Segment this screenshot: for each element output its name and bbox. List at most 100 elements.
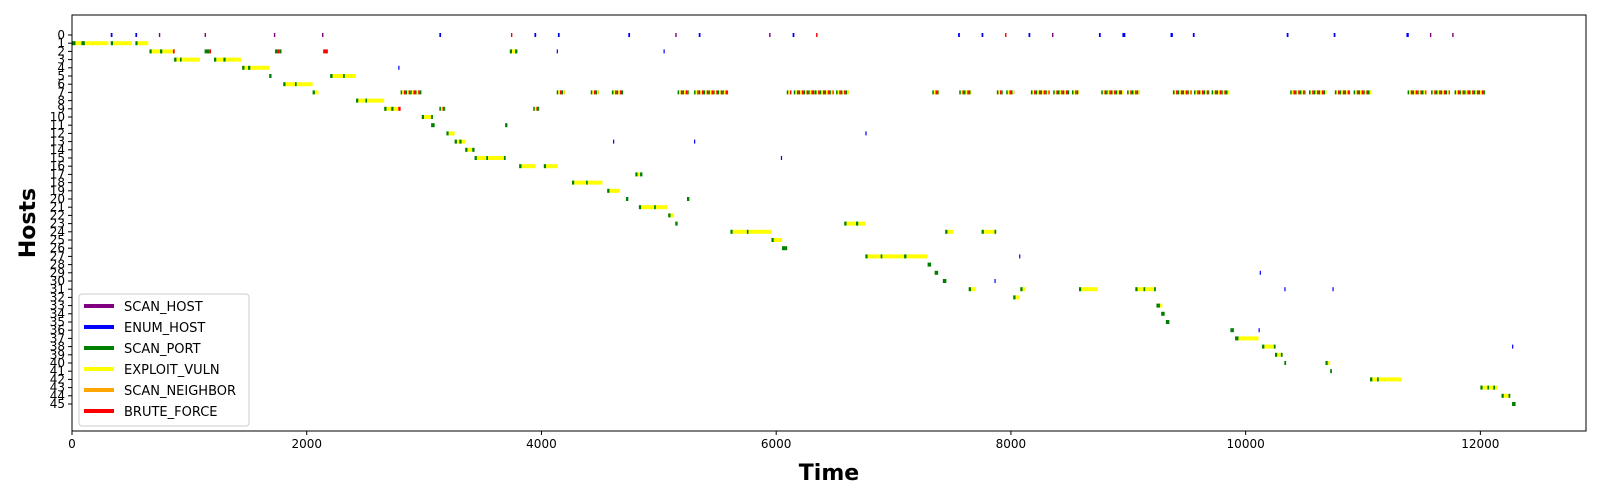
event-bar [1259, 270, 1261, 275]
event-bar-segment [1303, 90, 1305, 95]
y-tick-label: 30 [50, 274, 65, 288]
event-bar-segment [1407, 90, 1410, 95]
event-bar-segment [701, 90, 704, 95]
event-bar-segment [1200, 90, 1202, 95]
event-bar [557, 33, 560, 37]
event-bar-segment [1136, 90, 1139, 95]
event-bar-segment [801, 90, 804, 95]
event-bar [149, 49, 152, 54]
event-bar [72, 41, 76, 46]
event-bar-segment [720, 90, 723, 95]
event-bar [1452, 33, 1454, 37]
event-bar [179, 57, 182, 62]
event-bar [1098, 33, 1101, 37]
y-tick-label: 36 [50, 323, 65, 337]
event-bar-segment [1439, 90, 1441, 95]
event-bar-segment [793, 90, 796, 95]
event-bar-segment [593, 90, 596, 95]
event-bar-segment [1481, 90, 1484, 95]
event-bar-segment [1443, 90, 1446, 95]
event-bar [637, 172, 641, 177]
event-bar-segment [697, 90, 699, 95]
event-bar-segment [1409, 90, 1411, 95]
y-tick-label: 22 [50, 208, 65, 222]
event-bar [613, 139, 615, 144]
event-bar-segment [1227, 90, 1230, 95]
event-bar-segment [789, 90, 792, 95]
event-bar-segment [844, 90, 846, 95]
event-bar-segment [788, 90, 790, 95]
event-bar [1512, 402, 1516, 406]
event-bar-segment [714, 90, 717, 95]
event-bar-segment [1034, 90, 1036, 95]
event-bar-segment [1073, 90, 1076, 95]
event-bar-segment [1473, 90, 1476, 95]
event-bar-segment [1127, 90, 1129, 95]
event-bar-segment [811, 90, 813, 95]
event-bar-segment [407, 90, 409, 95]
y-tick-label: 12 [50, 126, 65, 140]
legend-box [78, 293, 250, 427]
event-bar-segment [1418, 90, 1421, 95]
event-bar [571, 180, 575, 185]
event-bar-segment [679, 90, 681, 95]
event-bar-segment [1293, 90, 1296, 95]
event-bar [505, 123, 508, 128]
event-bar-segment [829, 90, 831, 95]
event-bar [81, 41, 85, 46]
event-bar-segment [1483, 90, 1485, 95]
event-bar-segment [1431, 90, 1433, 95]
x-tick-label: 10000 [1227, 437, 1265, 451]
event-bar-segment [1130, 90, 1132, 95]
event-bar [983, 229, 995, 234]
event-bar-segment [809, 90, 812, 95]
legend: SCAN_HOST ENUM_HOST SCAN_PORT EXPLOIT_VULN S… [78, 293, 250, 427]
event-bar-segment [1120, 90, 1123, 95]
event-bar-segment [613, 90, 616, 95]
event-bar-segment [1347, 90, 1350, 95]
event-bar-segment [558, 90, 560, 95]
event-bar-segment [1414, 90, 1416, 95]
event-bar [981, 229, 984, 234]
event-bar-segment [1182, 90, 1185, 95]
event-bar-segment [1043, 90, 1046, 95]
event-bar [865, 254, 868, 259]
y-tick-label: 0 [57, 28, 65, 42]
event-bar [1122, 33, 1126, 37]
y-tick-label: 26 [50, 241, 65, 255]
event-bar-segment [1133, 90, 1136, 95]
event-bar [771, 238, 774, 242]
event-bar [332, 74, 344, 78]
event-bar-segment [727, 90, 729, 95]
event-bar-segment [439, 106, 441, 111]
event-bar-segment [1478, 90, 1481, 95]
event-bar-segment [786, 90, 789, 95]
y-tick-label: 9 [57, 102, 65, 116]
event-bar [424, 115, 432, 119]
event-bar-segment [618, 90, 620, 95]
y-tick-label: 43 [50, 381, 65, 395]
event-bar [393, 106, 399, 111]
event-bar-segment [1445, 90, 1448, 95]
event-bar [1170, 33, 1173, 37]
event-bar-segment [694, 90, 696, 95]
event-bar [1503, 393, 1509, 398]
event-bar [465, 147, 468, 152]
event-bar-segment [1198, 90, 1201, 95]
event-bar-segment [440, 106, 443, 111]
event-bar [1156, 303, 1160, 308]
event-bar [421, 115, 425, 119]
event-bar-segment [1046, 90, 1049, 95]
event-bar [694, 139, 696, 144]
y-tick-label: 44 [50, 389, 65, 403]
event-bar [1135, 287, 1138, 292]
event-bar-segment [1202, 90, 1204, 95]
event-bar [209, 49, 212, 54]
event-bar [296, 82, 313, 87]
event-bar-segment [533, 106, 535, 111]
event-bar [543, 164, 547, 169]
x-tick-label: 12000 [1461, 437, 1499, 451]
event-bar [904, 254, 907, 259]
event-bar-segment [1338, 90, 1340, 95]
event-bar-segment [1040, 90, 1043, 95]
